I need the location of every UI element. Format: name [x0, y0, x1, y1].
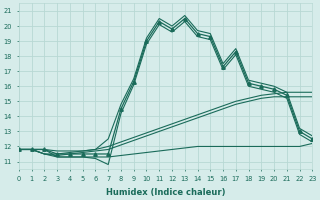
X-axis label: Humidex (Indice chaleur): Humidex (Indice chaleur) [106, 188, 225, 197]
